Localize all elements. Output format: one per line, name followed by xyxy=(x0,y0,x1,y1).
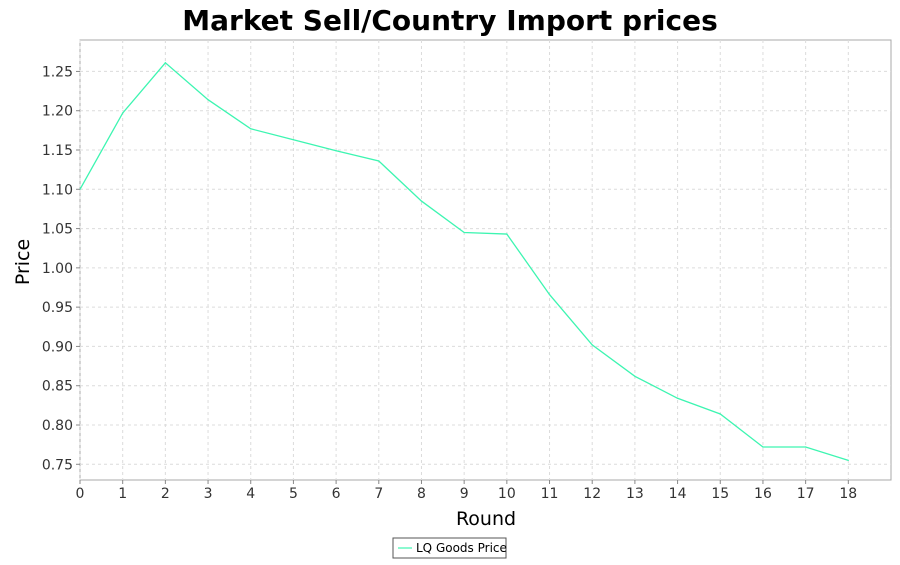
y-tick-label: 0.90 xyxy=(42,339,73,355)
plot-background xyxy=(79,39,892,481)
x-tick-label: 1 xyxy=(118,486,127,502)
chart-title: Market Sell/Country Import prices xyxy=(182,4,718,37)
axes: 0.75 0.80 0.85 0.90 0.95 1.00 1.05 1.10 1.15 1.20… xyxy=(42,64,857,502)
x-tick-label: 16 xyxy=(754,486,772,502)
data-point xyxy=(719,413,721,415)
x-tick-label: 17 xyxy=(797,486,815,502)
data-point xyxy=(207,99,209,101)
data-point xyxy=(634,375,636,377)
y-tick-label: 1.20 xyxy=(42,104,73,120)
x-tick-label: 2 xyxy=(161,486,170,502)
y-axis-label: Price xyxy=(12,239,34,285)
data-point xyxy=(805,446,807,448)
data-point xyxy=(506,233,508,235)
data-point xyxy=(420,200,423,202)
x-tick-label: 0 xyxy=(76,486,85,502)
y-tick-label: 0.85 xyxy=(42,379,73,395)
x-tick-label: 12 xyxy=(583,486,601,502)
x-tick-label: 15 xyxy=(711,486,729,502)
x-tick-label: 14 xyxy=(669,486,687,502)
y-tick-label: 1.15 xyxy=(42,143,73,159)
x-axis-label: Round xyxy=(456,508,516,530)
y-tick-label: 1.10 xyxy=(42,182,73,198)
x-tick-label: 8 xyxy=(417,486,426,502)
x-tick-label: 11 xyxy=(541,486,559,502)
data-point xyxy=(847,459,849,461)
plot-area: 0.75 0.80 0.85 0.90 0.95 1.00 1.05 1.10 1.15 1.20… xyxy=(42,39,892,502)
y-tick-label: 0.80 xyxy=(42,418,73,434)
x-tick-label: 10 xyxy=(498,486,516,502)
y-tick-label: 1.25 xyxy=(42,64,73,80)
data-point xyxy=(164,62,166,64)
data-point xyxy=(762,446,764,448)
x-tick-label: 6 xyxy=(332,486,341,502)
data-point xyxy=(463,231,465,234)
data-point xyxy=(591,344,593,346)
data-point xyxy=(122,112,124,114)
legend-box xyxy=(392,537,507,559)
data-point xyxy=(335,150,337,152)
data-point xyxy=(250,128,252,130)
legend-label: LQ Goods Price xyxy=(416,541,507,555)
data-point xyxy=(378,160,380,162)
y-tick-label: 1.05 xyxy=(42,222,73,238)
data-point xyxy=(548,293,551,296)
x-tick-label: 5 xyxy=(289,486,298,502)
grid-lines xyxy=(79,40,891,480)
x-tick-label: 18 xyxy=(839,486,857,502)
data-point xyxy=(676,397,679,399)
data-point xyxy=(292,139,295,141)
x-tick-label: 13 xyxy=(626,486,644,502)
legend: LQ Goods Price xyxy=(392,537,507,559)
x-tick-label: 7 xyxy=(374,486,383,502)
x-tick-label: 3 xyxy=(204,486,213,502)
y-tick-label: 0.95 xyxy=(42,300,73,316)
x-tick-label: 9 xyxy=(460,486,469,502)
y-tick-label: 1.00 xyxy=(42,261,73,277)
x-tick-label: 4 xyxy=(246,486,255,502)
y-tick-label: 0.75 xyxy=(42,457,73,473)
